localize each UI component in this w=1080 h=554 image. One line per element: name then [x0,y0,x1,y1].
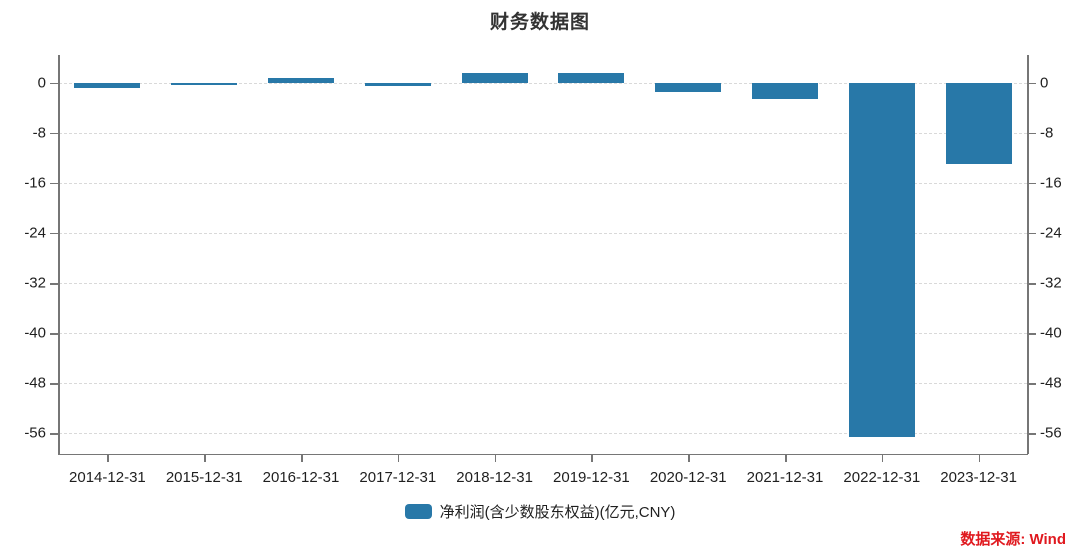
y-tickmark-right [1028,333,1036,335]
y-axis-right [1027,55,1029,454]
y-tick-label-left: -16 [24,174,46,192]
y-axis-left [58,55,60,454]
y-tickmark-left [50,232,58,235]
y-tickmark-left [50,283,58,285]
x-tickmark [688,455,690,462]
y-tick-label-right: -8 [1040,124,1054,142]
x-tick-label: 2021-12-31 [746,469,824,486]
bar-2020-12-31 [655,82,722,92]
y-tick-label-right: -40 [1040,324,1062,342]
gridline--56 [59,433,1027,435]
x-axis [58,453,1028,455]
x-tickmark [978,455,981,462]
bar-2014-12-31 [74,82,141,88]
y-tick-label-left: -40 [24,324,46,342]
x-tickmark [204,455,206,462]
y-tickmark-left [50,82,58,85]
y-tickmark-right [1028,82,1036,85]
y-tick-label-left: -8 [32,124,46,142]
y-tick-label-left: -56 [24,424,46,442]
y-tick-label-left: 0 [37,74,46,92]
y-tick-label-right: -16 [1040,174,1062,192]
gridline--48 [59,383,1027,385]
x-tick-label: 2018-12-31 [456,469,533,486]
x-tick-label: 2014-12-31 [69,469,146,486]
y-tick-label-left: -32 [24,274,46,292]
bar-2019-12-31 [558,73,625,83]
y-tickmark-left [50,333,58,335]
y-tickmark-left [50,132,58,135]
x-tick-label: 2022-12-31 [843,469,921,486]
data-source-note: 数据来源: Wind [960,531,1066,548]
plot-area [59,55,1027,454]
bar-2015-12-31 [171,82,238,85]
bar-2018-12-31 [461,72,528,83]
y-tick-label-left: -24 [24,224,46,242]
x-tick-label: 2016-12-31 [262,469,340,486]
y-tickmark-right [1028,182,1036,185]
bar-2017-12-31 [364,82,431,87]
x-tickmark [591,455,593,462]
x-tick-label: 2023-12-31 [940,469,1017,486]
y-tick-label-right: -24 [1040,224,1062,242]
x-tickmark [397,455,400,462]
x-tick-label: 2020-12-31 [649,469,727,486]
gridline--32 [59,283,1027,285]
chart-title: 财务数据图 [489,12,590,33]
gridline--8 [59,132,1027,134]
x-tick-label: 2017-12-31 [359,469,437,486]
x-tickmark [785,455,787,462]
bar-2016-12-31 [268,78,334,83]
legend-label: 净利润(含少数股东权益)(亿元,CNY) [439,504,676,521]
y-tick-label-right: -56 [1040,424,1062,442]
y-tickmark-right [1028,132,1036,135]
x-tickmark [881,455,884,462]
gridline--40 [59,333,1027,335]
x-tickmark [107,455,109,462]
legend: 净利润(含少数股东权益)(亿元,CNY) [0,501,1080,522]
y-tickmark-right [1028,433,1036,435]
y-tick-label-right: 0 [1040,74,1049,92]
x-tickmark [494,455,497,462]
y-tickmark-right [1028,283,1036,285]
y-tickmark-left [50,433,58,435]
gridline--16 [59,182,1027,184]
x-tick-label: 2019-12-31 [553,469,630,486]
y-tick-label-left: -48 [24,374,46,392]
y-tickmark-right [1028,383,1036,385]
gridline-0 [59,82,1027,84]
x-tickmark [301,455,303,462]
gridline--24 [59,232,1027,234]
y-tickmark-right [1028,232,1036,235]
y-tickmark-left [50,383,58,385]
x-tick-label: 2015-12-31 [165,469,243,486]
bar-2022-12-31 [848,82,915,437]
y-tick-label-right: -48 [1040,374,1062,392]
bar-2023-12-31 [945,82,1012,165]
y-tickmark-left [50,182,58,185]
legend-swatch-icon [404,504,432,519]
bar-2021-12-31 [752,82,818,100]
y-tick-label-right: -32 [1040,274,1062,292]
